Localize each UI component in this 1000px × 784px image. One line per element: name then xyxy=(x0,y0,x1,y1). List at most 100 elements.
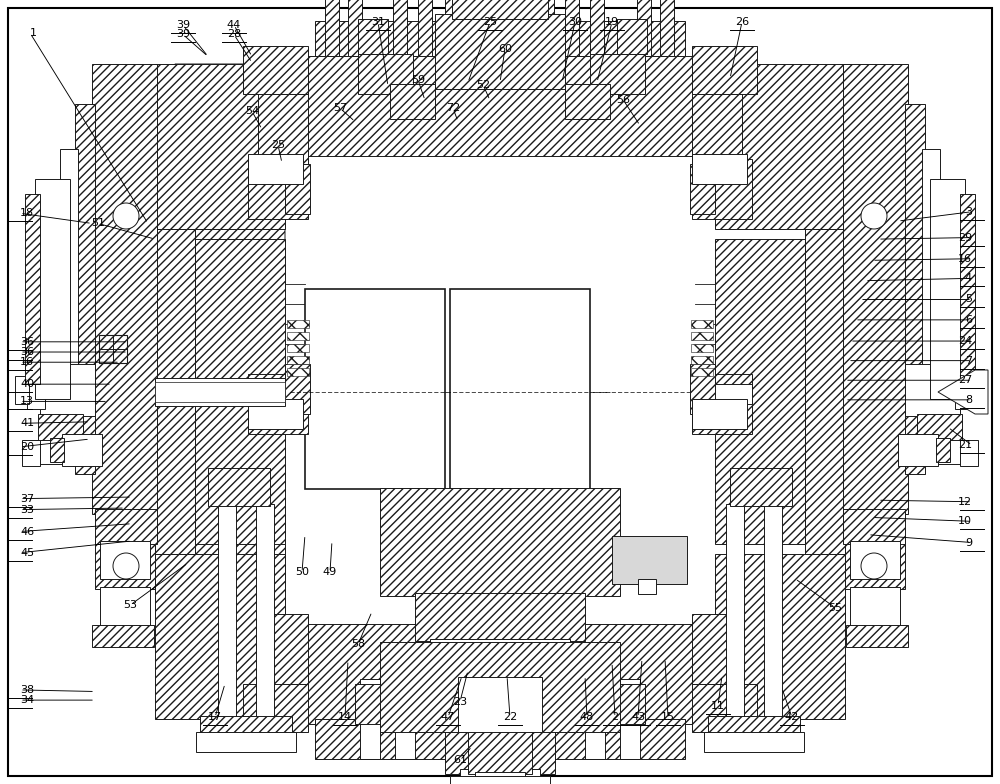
Text: 41: 41 xyxy=(20,419,34,428)
Bar xyxy=(590,684,645,724)
Bar xyxy=(92,625,154,647)
Bar xyxy=(691,320,713,328)
Text: 56: 56 xyxy=(616,95,630,104)
Text: 8: 8 xyxy=(965,395,972,405)
Bar xyxy=(692,684,757,732)
Text: 10: 10 xyxy=(958,517,972,526)
Text: 16: 16 xyxy=(958,254,972,263)
Bar xyxy=(393,0,407,56)
Bar xyxy=(660,0,674,56)
Bar xyxy=(355,684,410,724)
Text: 58: 58 xyxy=(351,640,365,649)
Bar xyxy=(846,625,908,647)
Bar xyxy=(708,716,800,734)
Bar xyxy=(40,364,95,416)
Bar xyxy=(35,179,70,399)
Bar xyxy=(971,376,985,404)
Bar xyxy=(960,194,975,384)
Bar xyxy=(95,509,157,544)
Bar xyxy=(468,729,532,774)
Text: 2: 2 xyxy=(611,713,619,722)
Bar xyxy=(692,94,742,164)
Polygon shape xyxy=(155,489,285,614)
Bar xyxy=(690,364,715,414)
Bar xyxy=(155,554,285,719)
Bar xyxy=(15,376,29,404)
Bar xyxy=(843,509,905,544)
Text: 25: 25 xyxy=(271,140,285,150)
Bar xyxy=(155,64,285,229)
Text: 38: 38 xyxy=(20,685,34,695)
Text: 30: 30 xyxy=(568,17,582,27)
Bar xyxy=(845,537,905,589)
Bar xyxy=(691,368,713,376)
Bar xyxy=(100,587,150,629)
Bar xyxy=(935,440,965,464)
Bar xyxy=(612,536,687,584)
Bar xyxy=(22,440,40,466)
Bar xyxy=(450,776,550,784)
Bar xyxy=(565,84,610,119)
Text: 36: 36 xyxy=(20,347,34,357)
Bar xyxy=(258,94,308,164)
Text: 57: 57 xyxy=(333,103,347,113)
Bar xyxy=(764,504,782,719)
Bar xyxy=(638,579,656,594)
Bar xyxy=(922,149,940,429)
Bar xyxy=(248,384,308,404)
Text: 59: 59 xyxy=(411,75,425,85)
Bar xyxy=(955,371,973,409)
Text: 43: 43 xyxy=(631,713,645,722)
Text: 28: 28 xyxy=(227,30,241,39)
Text: 3: 3 xyxy=(965,207,972,216)
Bar xyxy=(637,0,651,56)
Text: 39: 39 xyxy=(176,20,190,30)
Text: 50: 50 xyxy=(295,568,309,577)
Bar xyxy=(243,46,308,94)
Bar xyxy=(690,164,715,214)
Bar xyxy=(95,537,155,589)
Bar xyxy=(99,335,127,363)
Bar xyxy=(380,642,620,732)
Text: 13: 13 xyxy=(20,397,34,406)
Bar xyxy=(248,399,303,429)
Bar xyxy=(415,593,585,641)
Text: 46: 46 xyxy=(20,527,34,536)
Text: 60: 60 xyxy=(498,44,512,53)
Bar xyxy=(285,364,310,414)
Bar xyxy=(704,732,804,752)
Bar xyxy=(155,378,285,406)
Bar xyxy=(691,344,713,352)
Text: 5: 5 xyxy=(965,295,972,304)
Bar xyxy=(305,289,445,489)
Bar xyxy=(960,440,978,466)
Bar xyxy=(692,159,752,219)
Bar xyxy=(715,239,805,544)
Bar xyxy=(445,0,459,56)
Text: 53: 53 xyxy=(123,601,137,610)
Text: 27: 27 xyxy=(958,376,972,385)
Bar xyxy=(692,154,747,184)
Bar xyxy=(287,368,309,376)
Bar xyxy=(50,438,64,462)
Bar xyxy=(430,639,570,679)
Text: 7: 7 xyxy=(965,356,972,365)
Text: 23: 23 xyxy=(453,697,467,706)
Text: 48: 48 xyxy=(580,713,594,722)
Bar xyxy=(195,239,285,544)
Text: 18: 18 xyxy=(20,209,34,218)
Bar xyxy=(285,164,310,214)
Bar xyxy=(458,677,542,732)
Bar xyxy=(435,14,565,89)
Bar xyxy=(243,684,308,732)
Text: 4: 4 xyxy=(965,274,972,283)
Bar xyxy=(248,154,303,184)
Bar xyxy=(590,54,645,94)
Text: 25: 25 xyxy=(483,17,497,27)
Bar xyxy=(62,434,102,466)
Bar xyxy=(92,64,157,514)
Bar xyxy=(358,54,413,94)
Bar xyxy=(196,732,296,752)
Bar xyxy=(25,194,40,384)
Bar xyxy=(730,468,792,506)
